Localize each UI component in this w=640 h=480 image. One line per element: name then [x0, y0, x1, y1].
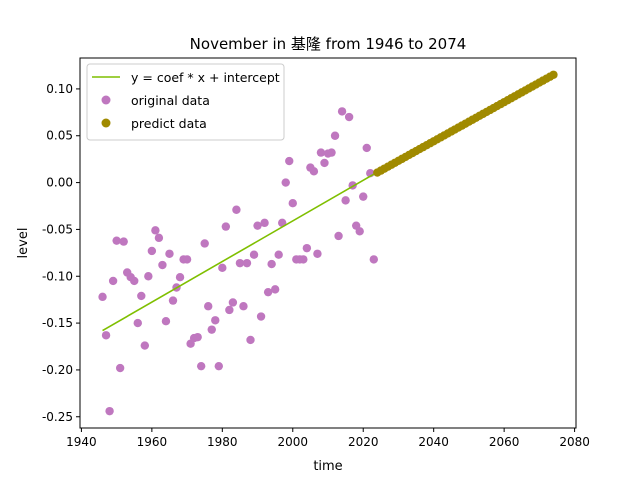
original-data-point — [337, 107, 347, 116]
original-data-point — [175, 272, 185, 282]
original-data-point — [239, 302, 248, 311]
y-tick-label: -0.25 — [42, 410, 73, 424]
y-tick-label: 0.10 — [46, 82, 73, 96]
original-data-point — [267, 259, 276, 269]
original-data-point — [327, 148, 336, 157]
x-tick-label: 2000 — [277, 435, 308, 449]
original-data-point — [249, 250, 259, 259]
original-data-point — [196, 361, 206, 371]
original-data-point — [154, 233, 164, 243]
original-data-point — [101, 331, 111, 340]
y-axis: 0.10 0.05 0.00 -0.05 -0.10 -0.15 -0.20 -0.25 — [42, 82, 80, 424]
y-tick-label: -0.05 — [42, 222, 73, 236]
original-data-point — [334, 231, 343, 241]
original-data-point — [256, 312, 266, 321]
legend-original-marker — [101, 95, 111, 105]
y-tick-label: -0.15 — [42, 316, 73, 330]
original-data-point — [207, 325, 216, 334]
axes-frame — [79, 57, 577, 429]
y-tick-label: 0.05 — [46, 129, 73, 143]
original-data-point — [274, 250, 283, 259]
original-data-point — [246, 335, 255, 345]
y-tick-label: 0.00 — [46, 176, 73, 190]
y-tick-label: -0.10 — [42, 269, 73, 283]
x-tick-label: 1940 — [66, 435, 97, 449]
regression-line — [102, 173, 375, 332]
original-data-point — [330, 131, 340, 140]
y-axis-label: level — [16, 228, 31, 259]
original-data-point — [161, 317, 171, 326]
x-tick-label: 2060 — [489, 435, 520, 449]
x-tick-label: 1980 — [207, 435, 238, 449]
original-data-point — [263, 287, 273, 297]
plot-area — [98, 70, 558, 416]
x-tick-label: 2080 — [559, 435, 590, 449]
legend-label-original: original data — [131, 93, 210, 108]
legend-predict-marker — [101, 118, 111, 128]
original-data-point — [270, 285, 280, 294]
original-data-point — [108, 276, 118, 286]
original-data-point — [228, 298, 238, 307]
original-data-point — [115, 363, 125, 373]
original-data-point — [144, 272, 153, 281]
original-data-point — [130, 276, 139, 286]
original-data-point — [302, 243, 312, 253]
original-data-point — [299, 255, 308, 264]
x-axis-label: time — [313, 459, 342, 474]
original-data-point — [320, 158, 329, 168]
original-data-point — [98, 292, 107, 302]
original-data-point — [309, 167, 319, 176]
original-data-point — [359, 192, 368, 201]
original-data-point — [242, 258, 252, 268]
x-tick-label: 1960 — [137, 435, 168, 449]
original-data-point — [225, 305, 234, 315]
original-data-point — [193, 332, 202, 342]
original-data-point — [218, 263, 227, 273]
legend-label-regression: y = coef * x + intercept — [131, 70, 280, 85]
legend-box — [86, 63, 285, 141]
x-tick-label: 2020 — [348, 435, 379, 449]
original-data-point — [235, 258, 245, 268]
original-data-point — [221, 222, 231, 231]
original-data-point — [344, 112, 354, 122]
original-data-point — [140, 341, 150, 350]
original-data-point — [341, 196, 350, 205]
original-data-point — [281, 178, 290, 187]
original-data-point — [200, 239, 209, 248]
original-data-point — [137, 291, 146, 301]
original-data-point — [313, 249, 322, 258]
original-data-point — [158, 260, 167, 270]
original-data-point — [165, 249, 174, 258]
original-data-point — [362, 143, 371, 153]
original-data-point — [151, 226, 160, 235]
legend-label-predict: predict data — [131, 116, 207, 131]
original-data-point — [147, 246, 157, 256]
original-data-point — [182, 255, 192, 264]
original-data-point — [119, 237, 128, 246]
chart-title: November in 基隆 from 1946 to 2074 — [190, 35, 467, 53]
original-data-point — [232, 205, 241, 214]
original-data-point — [133, 318, 142, 328]
original-data-point — [211, 316, 220, 325]
y-tick-label: -0.20 — [42, 363, 73, 377]
original-data-point — [204, 302, 213, 311]
predict-data-point — [549, 70, 558, 79]
original-data-point — [369, 255, 378, 264]
original-data-point — [168, 296, 178, 305]
x-tick-label: 2040 — [418, 435, 449, 449]
original-data-point — [105, 406, 114, 416]
original-data-point — [260, 218, 269, 228]
original-data-point — [355, 227, 364, 236]
legend: y = coef * x + intercept original data p… — [86, 63, 285, 141]
original-data-point — [112, 236, 121, 245]
original-data-point — [253, 221, 262, 230]
original-data-point — [288, 198, 297, 208]
original-data-point — [214, 361, 223, 371]
x-axis: 1940 1960 1980 2000 2020 2040 2060 2080 — [66, 428, 590, 449]
original-data-point — [285, 156, 294, 166]
original-data-point — [316, 148, 326, 157]
